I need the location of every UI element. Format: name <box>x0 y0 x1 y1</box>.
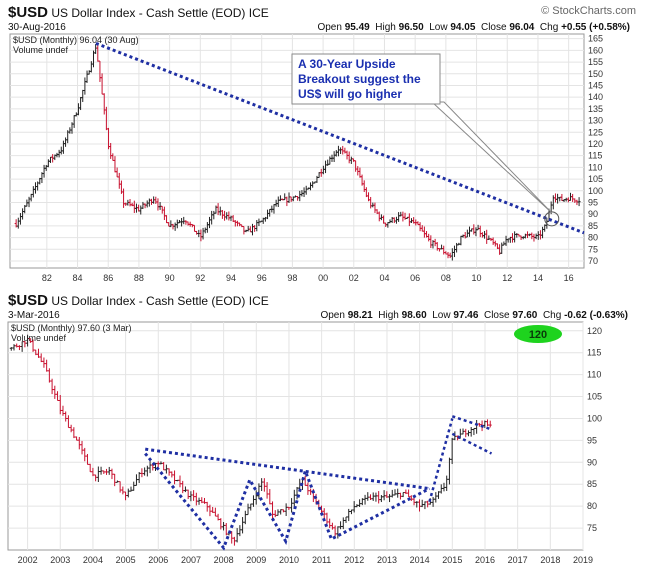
y-tick-label: 85 <box>587 479 597 489</box>
y-tick-label: 100 <box>587 413 602 423</box>
callout-box <box>291 53 441 105</box>
x-tick-label: 90 <box>165 273 175 283</box>
y-tick-label: 125 <box>588 127 603 137</box>
y-tick-label: 145 <box>588 80 603 90</box>
x-tick-label: 02 <box>349 273 359 283</box>
y-tick-label: 110 <box>587 370 601 380</box>
x-tick-label: 2015 <box>442 555 462 565</box>
y-tick-label: 130 <box>588 116 603 126</box>
x-tick-label: 10 <box>472 273 482 283</box>
x-tick-label: 2019 <box>573 555 593 565</box>
y-tick-label: 120 <box>588 139 603 149</box>
callout-text-line: US$ will go higher <box>298 87 402 101</box>
x-tick-label: 2017 <box>508 555 528 565</box>
x-tick-label: 2002 <box>18 555 38 565</box>
x-tick-label: 14 <box>533 273 543 283</box>
x-tick-label: 04 <box>379 273 389 283</box>
y-tick-label: 155 <box>588 57 603 67</box>
y-tick-label: 75 <box>588 244 598 254</box>
plot-frame <box>7 321 584 551</box>
x-tick-label: 2012 <box>344 555 364 565</box>
y-tick-label: 75 <box>587 523 597 533</box>
x-tick-label: 96 <box>257 273 267 283</box>
x-tick-label: 2008 <box>214 555 234 565</box>
y-tick-label: 90 <box>587 457 597 467</box>
x-tick-label: 2011 <box>312 555 331 565</box>
y-tick-label: 95 <box>588 197 598 207</box>
x-tick-label: 2014 <box>410 555 430 565</box>
chart2-title: US Dollar Index - Cash Settle (EOD) <box>51 294 246 308</box>
x-tick-label: 86 <box>103 273 113 283</box>
x-tick-label: 06 <box>410 273 420 283</box>
chart2-ohlc: Open 98.21 High 98.60 Low 97.46 Close 97… <box>320 310 628 321</box>
chart1-date: 30-Aug-2016 <box>8 22 66 33</box>
x-tick-label: 2010 <box>279 555 299 565</box>
y-tick-label: 165 <box>588 34 603 44</box>
x-tick-label: 12 <box>502 273 512 283</box>
x-tick-label: 84 <box>73 273 83 283</box>
x-tick-label: 92 <box>195 273 205 283</box>
chart1-exchange: ICE <box>248 6 269 20</box>
x-tick-label: 82 <box>42 273 52 283</box>
y-tick-label: 80 <box>588 233 598 243</box>
y-tick-label: 115 <box>588 151 602 161</box>
chart-panel-1: $USD US Dollar Index - Cash Settle (EOD)… <box>8 4 636 283</box>
y-tick-label: 95 <box>587 435 597 445</box>
x-tick-label: 2006 <box>148 555 168 565</box>
y-tick-label: 115 <box>587 348 601 358</box>
pattern-zigzag-line <box>144 452 431 551</box>
chart1-ticker: $USD <box>8 4 49 21</box>
y-tick-label: 105 <box>588 174 603 184</box>
x-tick-label: 94 <box>226 273 236 283</box>
y-tick-label: 160 <box>588 45 603 55</box>
chart2-header: $USD US Dollar Index - Cash Settle (EOD)… <box>8 292 269 309</box>
volume-legend: Volume undef <box>11 333 67 343</box>
x-tick-label: 2004 <box>83 555 103 565</box>
chart2-svg: 75 80 85 90 95 100 105 110 115 120 2002 2003 2004 200… <box>7 321 602 565</box>
y-tick-label: 150 <box>588 69 603 79</box>
breakout-circle <box>544 211 560 227</box>
callout-text-line: Breakout suggest the <box>298 72 421 86</box>
chart2-exchange: ICE <box>248 294 269 308</box>
target-badge-label: 120 <box>529 329 547 341</box>
chart-panel-2: $USD US Dollar Index - Cash Settle (EOD)… <box>0 290 646 573</box>
price-legend: $USD (Monthly) 96.04 (30 Aug) <box>13 35 139 45</box>
y-tick-label: 85 <box>588 221 598 231</box>
x-tick-label: 98 <box>287 273 297 283</box>
price-legend: $USD (Monthly) 97.60 (3 Mar) <box>11 323 132 333</box>
y-tick-label: 105 <box>587 392 602 402</box>
y-tick-label: 70 <box>588 256 598 266</box>
y-tick-label: 110 <box>588 162 602 172</box>
x-tick-label: 2016 <box>475 555 495 565</box>
chart2-ticker: $USD <box>8 292 49 309</box>
y-tick-label: 80 <box>587 501 597 511</box>
x-tick-label: 16 <box>564 273 574 283</box>
x-tick-label: 2018 <box>540 555 560 565</box>
stockcharts-brand: © StockCharts.com <box>541 5 636 17</box>
x-tick-label: 2005 <box>116 555 136 565</box>
callout-text-line: A 30-Year Upside <box>298 57 396 71</box>
x-tick-label: 2013 <box>377 555 397 565</box>
y-tick-label: 120 <box>587 326 602 336</box>
y-tick-label: 90 <box>588 209 598 219</box>
chart1-title: US Dollar Index - Cash Settle (EOD) <box>51 6 246 20</box>
target-badge <box>514 325 562 343</box>
y-tick-label: 100 <box>588 186 603 196</box>
volume-legend: Volume undef <box>13 45 69 55</box>
wedge-lower-line <box>451 432 493 455</box>
x-tick-label: 08 <box>441 273 451 283</box>
y-tick-label: 140 <box>588 92 603 102</box>
chart1-ohlc: Open 95.49 High 96.50 Low 94.05 Close 96… <box>317 22 630 33</box>
x-tick-label: 2003 <box>50 555 70 565</box>
chart2-date: 3-Mar-2016 <box>8 310 60 321</box>
x-tick-label: 88 <box>134 273 144 283</box>
breakout-line <box>428 418 454 503</box>
y-tick-label: 135 <box>588 104 603 114</box>
wedge-upper-line <box>451 415 492 431</box>
x-tick-label: 2009 <box>246 555 266 565</box>
chart1-header: $USD US Dollar Index - Cash Settle (EOD)… <box>8 4 269 21</box>
x-tick-label: 2007 <box>181 555 201 565</box>
x-tick-label: 00 <box>318 273 328 283</box>
